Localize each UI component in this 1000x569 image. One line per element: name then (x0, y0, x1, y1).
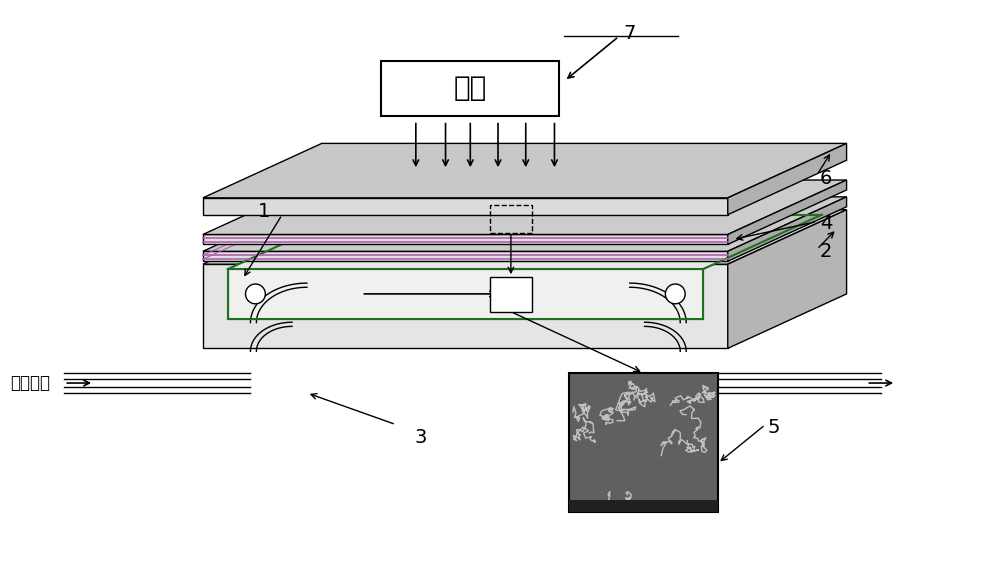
Text: 4: 4 (820, 214, 832, 233)
Text: 6: 6 (820, 168, 832, 188)
Circle shape (246, 284, 265, 304)
Bar (569, 373, 718, 512)
Polygon shape (203, 234, 728, 245)
Text: 3: 3 (415, 428, 427, 447)
Polygon shape (228, 215, 822, 269)
Polygon shape (203, 180, 847, 234)
Polygon shape (228, 269, 703, 319)
Circle shape (665, 284, 685, 304)
Polygon shape (203, 210, 847, 264)
Text: 1: 1 (258, 202, 270, 221)
Polygon shape (728, 180, 847, 245)
Polygon shape (728, 197, 847, 261)
Text: 7: 7 (624, 24, 636, 43)
Polygon shape (728, 210, 847, 348)
Polygon shape (203, 198, 728, 215)
Polygon shape (203, 251, 728, 261)
Polygon shape (203, 264, 728, 348)
Text: 光源: 光源 (454, 75, 487, 102)
Bar (569, 500, 718, 512)
Bar (381, 61, 559, 116)
Text: 5: 5 (767, 418, 780, 437)
Text: 降解底物: 降解底物 (10, 374, 50, 392)
Text: 2: 2 (820, 242, 832, 261)
Polygon shape (728, 143, 847, 215)
Bar (490, 277, 532, 312)
Polygon shape (203, 197, 847, 251)
Polygon shape (203, 143, 847, 198)
Bar (490, 205, 532, 233)
